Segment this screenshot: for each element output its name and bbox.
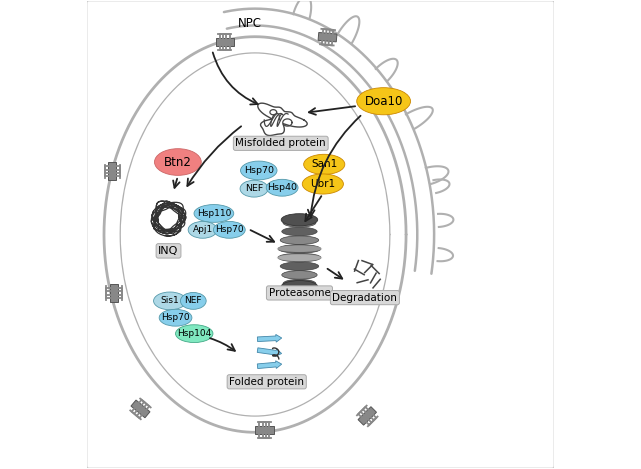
Text: Ubr1: Ubr1 [310, 179, 335, 189]
FancyArrowPatch shape [328, 269, 342, 279]
FancyArrowPatch shape [309, 106, 355, 115]
Ellipse shape [281, 280, 318, 293]
FancyBboxPatch shape [87, 0, 554, 469]
Ellipse shape [154, 292, 187, 310]
Polygon shape [131, 400, 150, 418]
FancyArrowPatch shape [210, 338, 235, 351]
Text: Hsp104: Hsp104 [177, 329, 212, 338]
Ellipse shape [266, 179, 298, 196]
Ellipse shape [277, 245, 322, 252]
Ellipse shape [304, 154, 345, 174]
Polygon shape [358, 407, 376, 425]
Ellipse shape [240, 180, 268, 197]
Text: Sis1: Sis1 [160, 296, 179, 305]
Ellipse shape [277, 254, 322, 261]
Ellipse shape [280, 236, 319, 244]
Ellipse shape [283, 280, 316, 288]
Text: NPC: NPC [237, 16, 262, 30]
Text: NEF: NEF [185, 296, 202, 305]
Ellipse shape [194, 204, 234, 222]
FancyArrow shape [257, 361, 281, 369]
Ellipse shape [282, 227, 317, 236]
Ellipse shape [281, 214, 318, 226]
Ellipse shape [283, 219, 316, 227]
Ellipse shape [240, 161, 277, 180]
Polygon shape [108, 162, 116, 181]
Text: Apj1: Apj1 [192, 225, 213, 234]
Text: INQ: INQ [158, 246, 179, 256]
FancyArrowPatch shape [251, 230, 274, 242]
Ellipse shape [121, 53, 389, 416]
Text: Hsp70: Hsp70 [244, 166, 274, 175]
Ellipse shape [213, 221, 246, 238]
FancyArrow shape [257, 348, 281, 356]
FancyArrowPatch shape [305, 196, 321, 221]
Polygon shape [110, 284, 118, 302]
Ellipse shape [280, 262, 319, 271]
Text: Doa10: Doa10 [365, 95, 403, 108]
Text: Degradation: Degradation [333, 293, 397, 303]
Text: Hsp70: Hsp70 [162, 313, 190, 322]
FancyArrowPatch shape [213, 53, 258, 105]
Ellipse shape [154, 149, 201, 175]
Ellipse shape [176, 325, 213, 342]
Text: Btn2: Btn2 [164, 156, 192, 168]
Polygon shape [318, 32, 337, 42]
Text: Folded protein: Folded protein [229, 377, 304, 387]
Polygon shape [255, 426, 274, 434]
FancyArrowPatch shape [187, 126, 241, 186]
Polygon shape [215, 38, 234, 46]
Text: San1: San1 [311, 159, 337, 169]
FancyArrowPatch shape [308, 116, 360, 217]
Text: Hsp70: Hsp70 [215, 225, 244, 234]
FancyArrowPatch shape [173, 179, 179, 188]
Ellipse shape [357, 88, 410, 115]
Ellipse shape [278, 253, 321, 262]
Text: Misfolded protein: Misfolded protein [235, 138, 326, 148]
Text: Proteasome: Proteasome [269, 288, 330, 298]
Ellipse shape [159, 310, 192, 326]
Text: Hsp40: Hsp40 [267, 183, 297, 192]
Text: Hsp110: Hsp110 [197, 209, 231, 218]
Ellipse shape [282, 271, 317, 279]
Ellipse shape [181, 293, 206, 310]
Ellipse shape [278, 245, 321, 253]
Text: NEF: NEF [245, 184, 263, 193]
Ellipse shape [188, 221, 217, 238]
FancyArrow shape [257, 334, 282, 342]
Ellipse shape [303, 174, 344, 194]
